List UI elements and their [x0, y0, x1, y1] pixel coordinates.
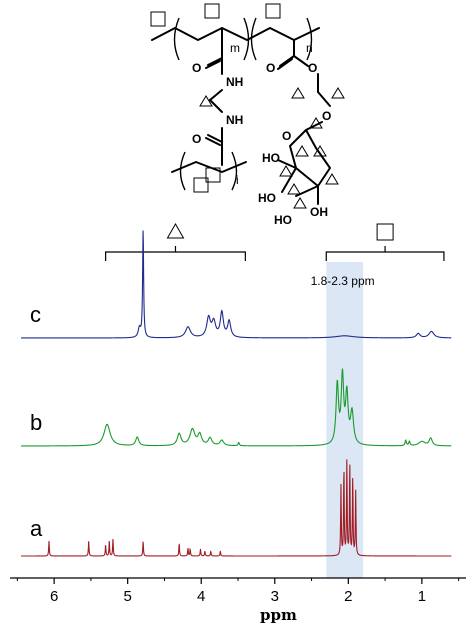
triangle-symbol	[166, 222, 185, 239]
trace-label-a: a	[30, 516, 43, 541]
atom-label: O	[266, 61, 275, 75]
assignment-bracket	[325, 246, 445, 261]
trace-labels: c b a	[30, 302, 43, 541]
triangle-symbol	[313, 145, 327, 157]
x-axis-tick-label: 2	[344, 588, 352, 605]
chemical-structure: m n O NH NH O i O O O	[150, 3, 345, 227]
triangle-symbol	[295, 145, 309, 157]
atom-label: O	[308, 61, 317, 75]
atom-label: OH	[310, 205, 328, 219]
triangle-symbol	[325, 173, 339, 185]
square-symbol	[150, 11, 166, 27]
triangle-symbol	[199, 95, 213, 107]
trace-label-b: b	[30, 410, 42, 435]
atom-label: HO	[262, 151, 280, 165]
atom-label: NH	[226, 113, 243, 127]
triangle-symbol	[287, 183, 301, 195]
atom-label: HO	[258, 191, 276, 205]
x-axis-title: ppm	[260, 606, 297, 624]
x-axis-tick-label: 3	[271, 588, 279, 605]
triangle-symbol	[331, 87, 345, 99]
highlight-region-label: 1.8-2.3 ppm	[311, 274, 375, 288]
subscript-m: m	[230, 41, 240, 55]
triangle-symbol	[293, 197, 307, 209]
assignment-brackets	[105, 222, 445, 261]
square-symbol	[205, 167, 221, 183]
atom-label: O	[322, 109, 331, 123]
square-symbol	[376, 223, 394, 241]
atom-label: NH	[226, 75, 243, 89]
atom-label: O	[282, 129, 291, 143]
square-symbol	[204, 3, 220, 19]
triangle-symbol	[279, 165, 293, 177]
x-axis-tick-label: 6	[50, 588, 58, 605]
trace-label-c: c	[30, 302, 41, 327]
x-axis-tick-label: 1	[418, 588, 426, 605]
spectrum-trace-b	[21, 368, 452, 447]
x-axis-tick-label: 5	[124, 588, 132, 605]
atom-label: O	[192, 132, 201, 146]
triangle-symbol	[291, 87, 305, 99]
assignment-bracket	[105, 246, 246, 261]
atom-label: HO	[274, 213, 292, 227]
spectrum-trace-c	[21, 230, 452, 339]
atom-label: O	[192, 61, 201, 75]
spectrum-trace-a	[21, 459, 452, 557]
subscript-n: n	[306, 41, 313, 55]
triangle-symbol	[309, 117, 323, 129]
subscript-i: i	[236, 173, 239, 187]
x-axis: 6 5 4 3 2 1	[10, 577, 466, 605]
square-symbol	[265, 3, 281, 19]
spectrum-traces	[21, 230, 452, 557]
x-axis-tick-label: 4	[197, 588, 205, 605]
square-symbol	[193, 177, 209, 193]
